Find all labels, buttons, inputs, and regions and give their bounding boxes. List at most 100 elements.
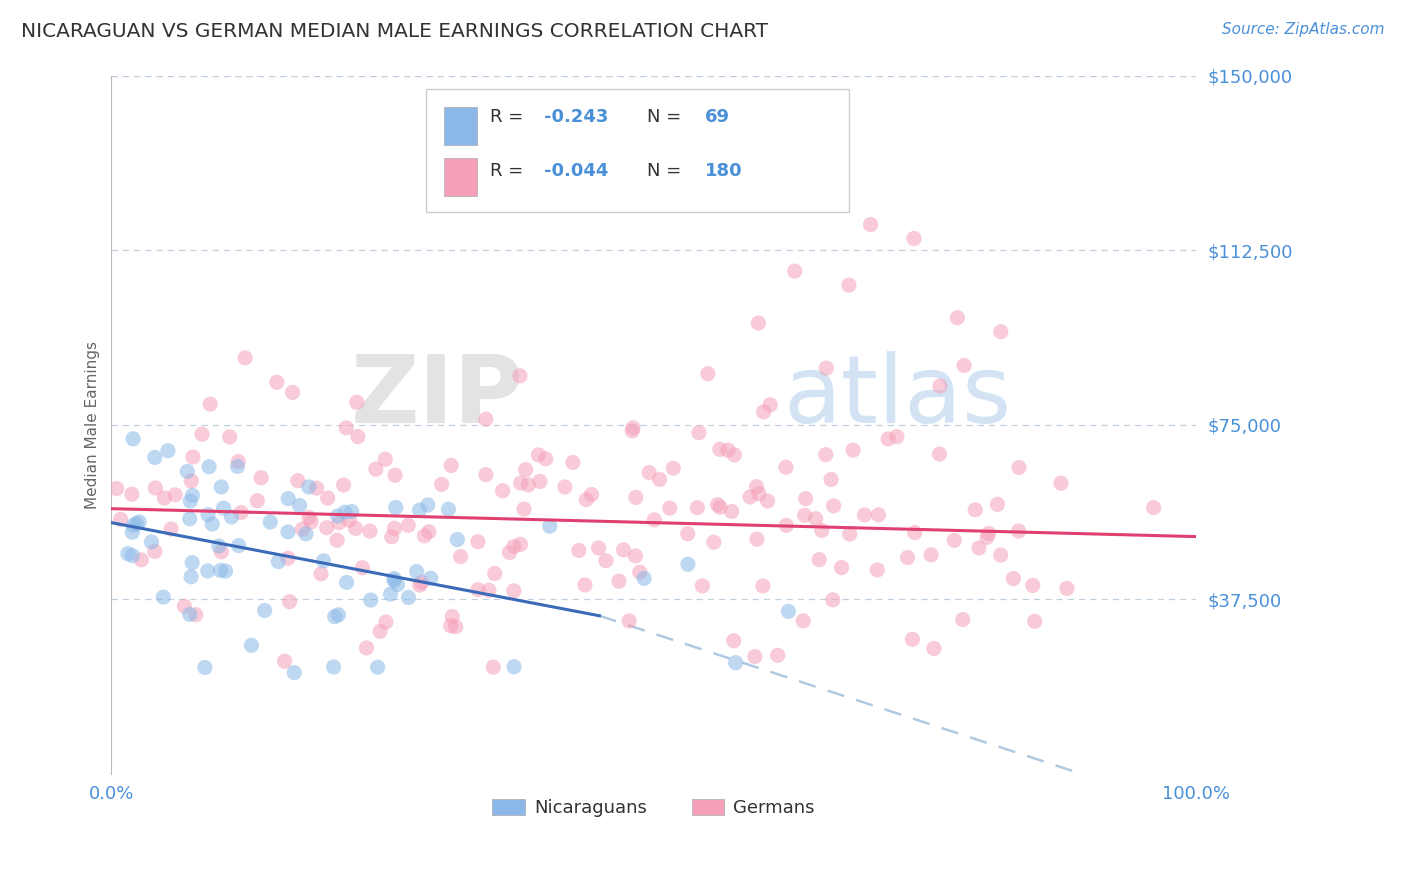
Point — [333, 505, 356, 519]
Point — [561, 455, 583, 469]
Point — [901, 632, 924, 647]
Point — [273, 654, 295, 668]
Point — [337, 513, 360, 527]
Point — [475, 467, 498, 482]
Point — [643, 513, 665, 527]
Point — [838, 278, 860, 293]
Point — [418, 524, 440, 539]
Point — [212, 501, 235, 516]
Point — [298, 510, 321, 524]
Point — [122, 518, 145, 533]
Point — [105, 482, 128, 496]
Point — [368, 624, 391, 639]
Point — [517, 478, 540, 492]
Point — [986, 497, 1008, 511]
Point — [125, 516, 148, 531]
Point — [491, 483, 513, 498]
Point — [198, 397, 221, 411]
Point — [336, 575, 359, 590]
Text: 180: 180 — [704, 162, 742, 180]
Point — [676, 526, 699, 541]
Point — [340, 505, 363, 519]
Point — [266, 376, 288, 390]
Point — [820, 473, 842, 487]
Point — [946, 310, 969, 325]
Point — [1024, 615, 1046, 629]
Point — [621, 421, 644, 435]
Point — [180, 570, 202, 584]
Point — [326, 533, 349, 548]
Point — [416, 498, 439, 512]
Point — [214, 564, 236, 578]
Point — [250, 471, 273, 485]
Point — [197, 508, 219, 522]
Point — [328, 516, 350, 530]
Point — [886, 429, 908, 443]
Point — [179, 494, 201, 508]
Point — [374, 452, 396, 467]
Point — [709, 442, 731, 457]
Point — [920, 548, 942, 562]
Text: Source: ZipAtlas.com: Source: ZipAtlas.com — [1222, 22, 1385, 37]
Point — [720, 504, 742, 518]
Point — [153, 491, 176, 505]
Point — [1142, 500, 1164, 515]
Point — [209, 480, 232, 494]
Point — [475, 412, 498, 426]
Point — [121, 487, 143, 501]
Text: ZIP: ZIP — [350, 351, 523, 443]
Point — [315, 521, 337, 535]
Point — [502, 583, 524, 598]
Point — [509, 537, 531, 551]
Legend: Nicaraguans, Germans: Nicaraguans, Germans — [485, 792, 823, 824]
Point — [810, 524, 832, 538]
Point — [298, 480, 321, 494]
Point — [165, 488, 187, 502]
Point — [152, 590, 174, 604]
Point — [197, 564, 219, 578]
Point — [752, 405, 775, 419]
Point — [328, 607, 350, 622]
Point — [953, 359, 976, 373]
Point — [581, 487, 603, 501]
Point — [766, 648, 789, 663]
Point — [624, 549, 647, 563]
Point — [515, 463, 537, 477]
Point — [808, 552, 831, 566]
Point — [411, 575, 433, 590]
Point — [364, 462, 387, 476]
Point — [441, 609, 464, 624]
Point — [965, 503, 987, 517]
Point — [723, 448, 745, 462]
Point — [231, 506, 253, 520]
Point — [380, 587, 402, 601]
Point — [360, 593, 382, 607]
Point — [853, 508, 876, 522]
Point — [288, 499, 311, 513]
Point — [868, 508, 890, 522]
Point — [783, 264, 806, 278]
Point — [382, 574, 405, 588]
Point — [723, 633, 745, 648]
Point — [322, 660, 344, 674]
FancyBboxPatch shape — [426, 89, 849, 211]
Point — [1008, 460, 1031, 475]
Point — [897, 550, 920, 565]
Point — [709, 500, 731, 515]
Point — [831, 560, 853, 574]
Point — [312, 554, 335, 568]
Point — [145, 481, 167, 495]
Point — [554, 480, 576, 494]
Point — [173, 599, 195, 614]
Point — [316, 491, 339, 505]
Point — [967, 541, 990, 555]
Point — [990, 325, 1012, 339]
Point — [838, 527, 860, 541]
Point — [218, 430, 240, 444]
Text: atlas: atlas — [783, 351, 1012, 443]
Point — [775, 460, 797, 475]
Point — [277, 491, 299, 506]
Point — [228, 454, 250, 468]
Point — [444, 620, 467, 634]
Point — [209, 545, 232, 559]
